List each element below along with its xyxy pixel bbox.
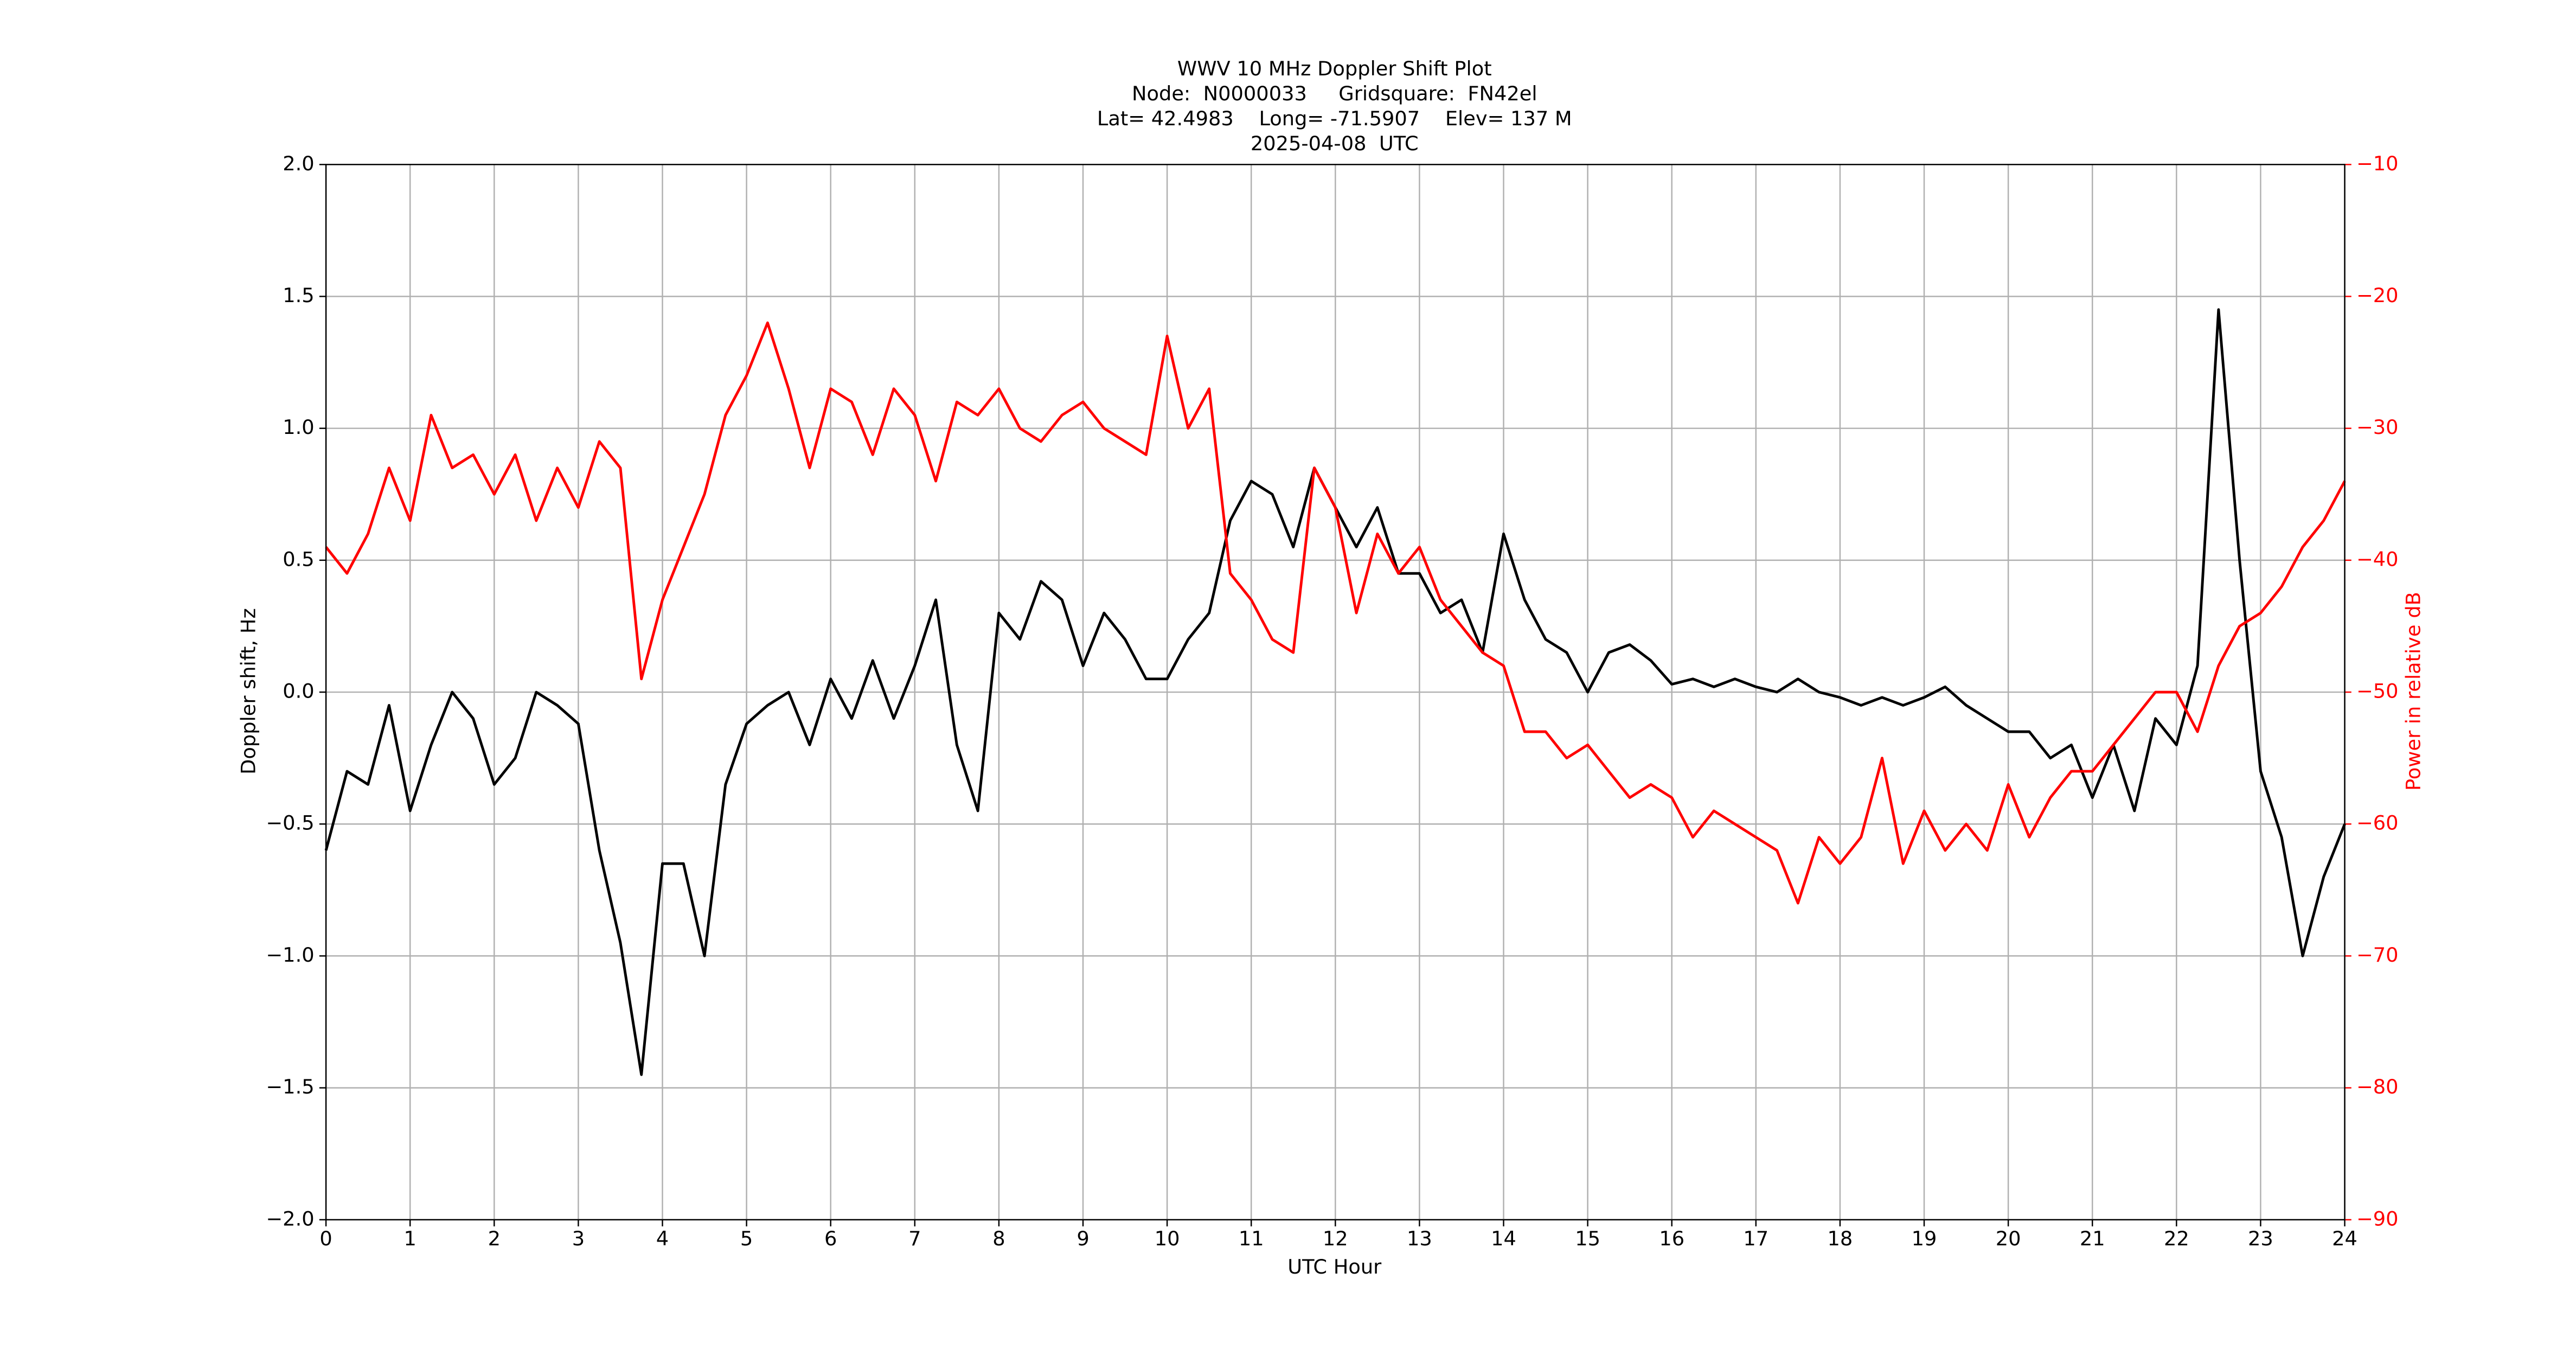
chart-title: 2025-04-08 UTC	[1251, 132, 1419, 155]
y2-tick-label: −30	[2356, 415, 2399, 439]
x-tick-label: 8	[992, 1227, 1005, 1250]
x-tick-label: 11	[1239, 1227, 1264, 1250]
y-tick-label: −0.5	[266, 811, 314, 835]
x-tick-label: 16	[1659, 1227, 1684, 1250]
x-tick-label: 13	[1407, 1227, 1432, 1250]
y2-axis-label: Power in relative dB	[2402, 592, 2425, 791]
x-tick-label: 20	[1996, 1227, 2021, 1250]
x-tick-label: 4	[656, 1227, 669, 1250]
y2-tick-label: −80	[2356, 1075, 2399, 1098]
y-axis-label: Doppler shift, Hz	[237, 608, 260, 775]
x-tick-label: 2	[488, 1227, 501, 1250]
y2-tick-label: −70	[2356, 943, 2399, 967]
y2-tick-label: −20	[2356, 284, 2399, 307]
y-tick-label: 2.0	[283, 152, 314, 175]
x-tick-label: 6	[824, 1227, 837, 1250]
x-tick-label: 22	[2164, 1227, 2189, 1250]
y-tick-label: 0.5	[283, 547, 314, 571]
y-tick-label: −1.0	[266, 943, 314, 967]
x-axis-label: UTC Hour	[1287, 1255, 1382, 1278]
chart-title: Node: N0000033 Gridsquare: FN42el	[1132, 82, 1537, 105]
x-tick-label: 5	[740, 1227, 753, 1250]
x-tick-label: 14	[1491, 1227, 1516, 1250]
y-tick-label: −2.0	[266, 1207, 314, 1230]
y2-tick-label: −40	[2356, 547, 2399, 571]
x-tick-label: 15	[1575, 1227, 1600, 1250]
x-tick-label: 0	[319, 1227, 332, 1250]
chart-title: Lat= 42.4983 Long= -71.5907 Elev= 137 M	[1097, 107, 1572, 130]
x-tick-label: 9	[1076, 1227, 1089, 1250]
y2-tick-label: −90	[2356, 1207, 2399, 1230]
y-tick-label: 1.0	[283, 415, 314, 439]
x-tick-label: 12	[1323, 1227, 1348, 1250]
y-tick-label: 0.0	[283, 680, 314, 703]
series-line	[325, 321, 2346, 905]
x-tick-label: 7	[908, 1227, 921, 1250]
x-tick-label: 3	[572, 1227, 585, 1250]
x-tick-label: 21	[2080, 1227, 2105, 1250]
chart-title: WWV 10 MHz Doppler Shift Plot	[1177, 57, 1492, 80]
y2-tick-label: −60	[2356, 811, 2399, 835]
x-tick-label: 19	[1912, 1227, 1937, 1250]
y2-tick-label: −10	[2356, 152, 2399, 175]
x-tick-label: 10	[1155, 1227, 1180, 1250]
x-tick-label: 24	[2332, 1227, 2357, 1250]
x-tick-label: 17	[1743, 1227, 1768, 1250]
x-tick-label: 23	[2248, 1227, 2273, 1250]
y-tick-label: −1.5	[266, 1075, 314, 1098]
x-tick-label: 1	[404, 1227, 416, 1250]
x-tick-label: 18	[1828, 1227, 1853, 1250]
y-tick-label: 1.5	[283, 284, 314, 307]
y2-tick-label: −50	[2356, 680, 2399, 703]
plot-frame	[325, 164, 2346, 1220]
